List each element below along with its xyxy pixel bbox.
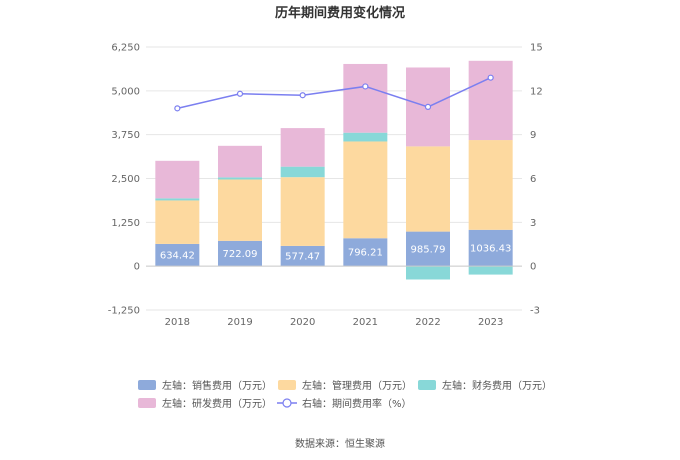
rate-point-2018 <box>174 105 181 112</box>
left-tick-label: 6,250 <box>111 43 140 54</box>
x-tick-label: 2020 <box>290 317 315 328</box>
bar-segment-2-2018 <box>155 198 200 201</box>
x-tick-label: 2023 <box>478 317 503 328</box>
bar-segment-0-2019 <box>218 240 262 267</box>
left-tick-label: 2,500 <box>111 174 140 185</box>
bar-segment-1-2021 <box>343 141 388 239</box>
right-tick-label: 0 <box>530 262 536 273</box>
bar-value-label: 985.79 <box>411 244 446 255</box>
left-tick-label: -1,250 <box>108 306 140 317</box>
data-source: 数据来源：恒生聚源 <box>295 437 385 450</box>
bar-value-label: 796.21 <box>348 248 383 259</box>
bar-segment-0-2022 <box>406 231 450 267</box>
legend-swatch[interactable] <box>138 380 156 390</box>
legend-label[interactable]: 左轴：财务费用（万元） <box>442 379 552 392</box>
right-tick-label: 9 <box>530 130 536 141</box>
bar-segment-1-2018 <box>155 200 200 244</box>
legend-label[interactable]: 左轴：销售费用（万元） <box>162 379 272 392</box>
bar-series: 634.42 722.09 577.47 796.21 985.79 1036.43 <box>155 60 513 280</box>
bar-segment-1-2023 <box>468 140 513 230</box>
bar-segment-2-2019 <box>218 177 262 180</box>
legend-swatch[interactable] <box>278 380 296 390</box>
rate-point-2019 <box>236 90 244 97</box>
legend: 左轴：销售费用（万元） 左轴：管理费用（万元） 左轴：财务费用（万元） 左轴：研发费用… <box>138 379 552 410</box>
legend-label[interactable]: 左轴：管理费用（万元） <box>302 379 412 392</box>
rate-point-2022 <box>424 103 432 111</box>
bar-segment-0-2021 <box>343 238 388 267</box>
chart-title: 历年期间费用变化情况 <box>275 5 405 21</box>
rate-point-2021 <box>362 83 369 90</box>
bar-segment-2-2023 <box>468 266 513 275</box>
right-tick-label: 3 <box>530 218 536 229</box>
bar-segment-2-2020 <box>280 166 325 178</box>
bar-segment-0-2023 <box>468 229 513 267</box>
bar-segment-3-2018 <box>155 160 200 199</box>
x-tick-label: 2021 <box>353 317 378 328</box>
legend-label[interactable]: 右轴：期间费用率（%） <box>302 397 412 410</box>
x-axis: 2018 2019 2020 2021 2022 2023 <box>146 265 522 328</box>
right-tick-label: -3 <box>530 306 540 317</box>
bar-value-label: 577.47 <box>285 252 320 263</box>
left-tick-label: 1,250 <box>111 218 140 229</box>
right-tick-label: 6 <box>530 174 536 185</box>
bar-segment-3-2019 <box>218 145 262 178</box>
legend-swatch[interactable] <box>138 398 156 408</box>
right-tick-label: 12 <box>530 86 543 97</box>
bar-segment-2-2021 <box>343 132 388 142</box>
bar-value-label: 722.09 <box>223 249 258 260</box>
bar-segment-1-2022 <box>406 146 450 232</box>
left-tick-label: 5,000 <box>111 86 140 97</box>
bar-segment-3-2023 <box>468 60 513 141</box>
bar-value-label: 1036.43 <box>470 243 511 254</box>
legend-line-marker <box>282 398 292 408</box>
bar-segment-0-2020 <box>280 245 325 267</box>
bar-segment-3-2021 <box>343 63 388 133</box>
x-tick-label: 2019 <box>227 317 252 328</box>
grid-lines <box>146 46 522 311</box>
rate-point-2020 <box>299 92 306 99</box>
x-tick-label: 2022 <box>415 317 440 328</box>
bar-segment-0-2018 <box>155 243 200 267</box>
rate-point-2023 <box>487 74 494 81</box>
bar-segment-1-2019 <box>218 179 262 241</box>
rate-line <box>177 77 491 110</box>
right-tick-label: 15 <box>530 43 543 54</box>
left-tick-label: 0 <box>134 262 140 273</box>
x-tick-label: 2018 <box>165 317 190 328</box>
left-axis: -1,250 0 1,250 2,500 3,750 5,000 6,250 <box>108 43 140 317</box>
right-axis: -3 0 3 6 9 12 15 <box>530 43 543 317</box>
bar-segment-3-2020 <box>280 128 325 167</box>
rate-line-series <box>174 74 494 112</box>
bar-segment-2-2022 <box>406 266 450 280</box>
legend-label[interactable]: 左轴：研发费用（万元） <box>162 397 272 410</box>
bar-value-label: 634.42 <box>160 251 195 262</box>
left-tick-label: 3,750 <box>111 130 140 141</box>
bar-segment-1-2020 <box>280 177 325 246</box>
legend-swatch[interactable] <box>418 380 436 390</box>
